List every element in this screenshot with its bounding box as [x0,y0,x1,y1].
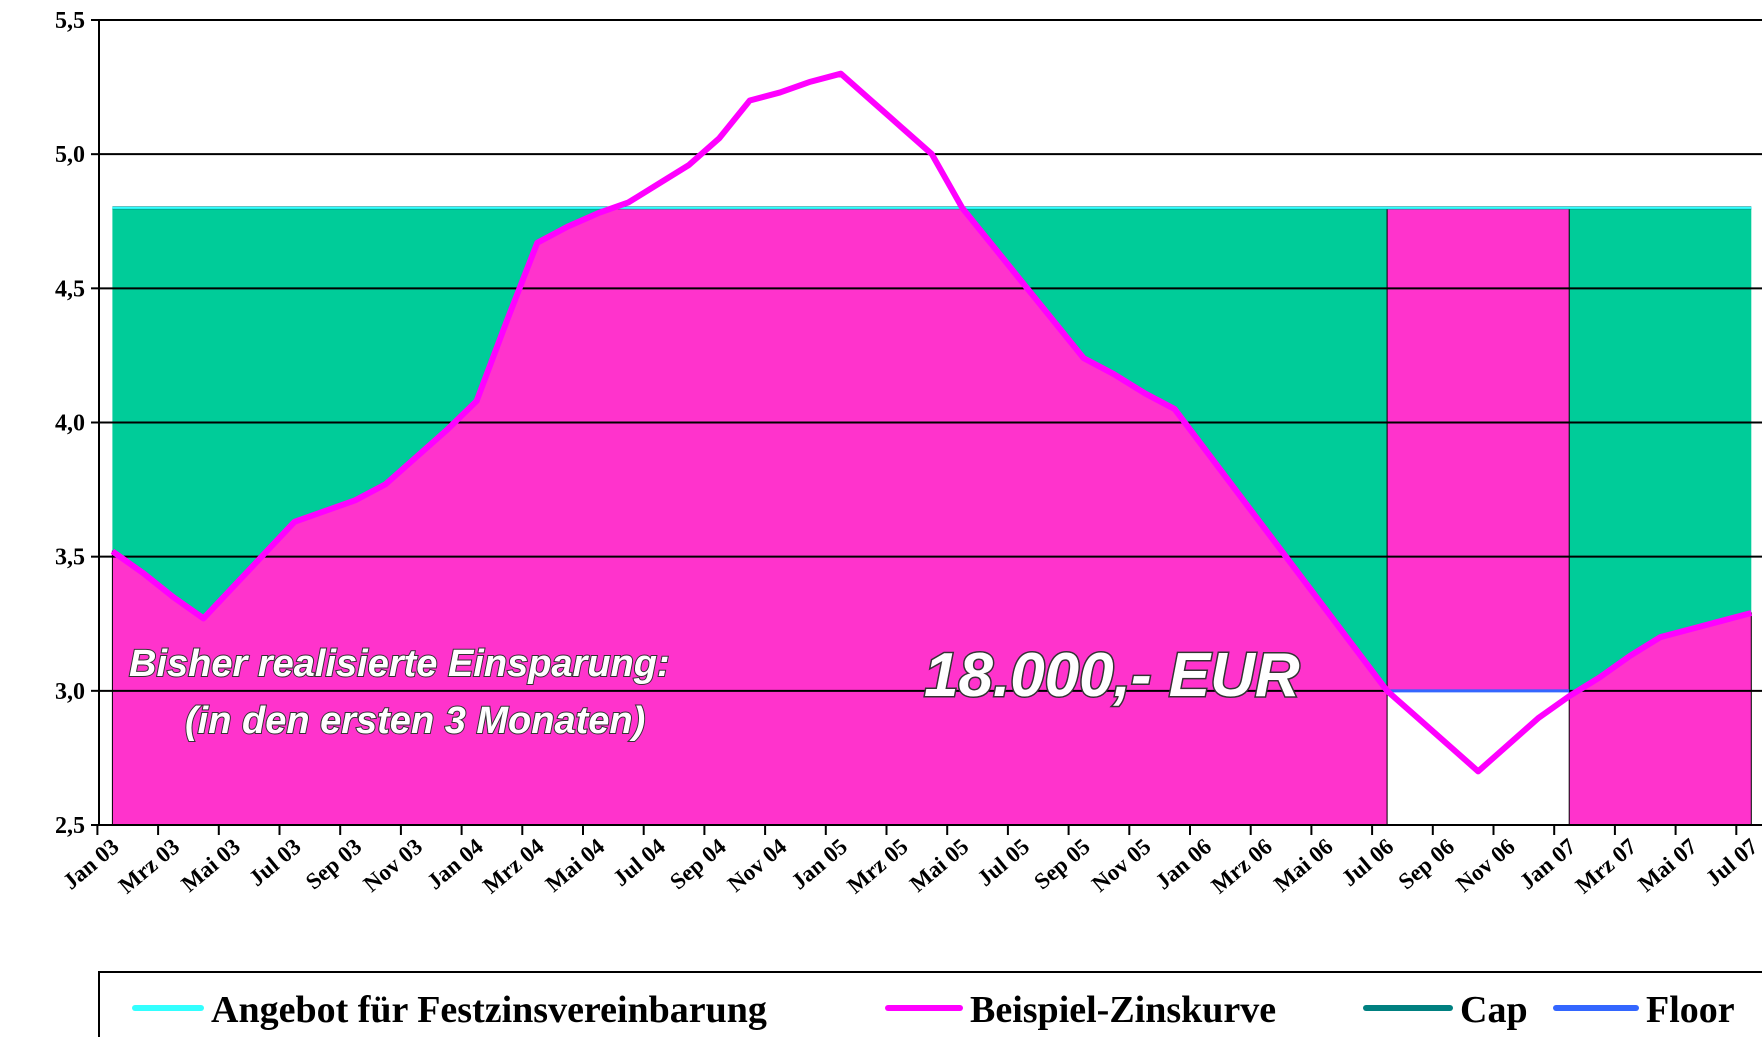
y-tick-label: 3,0 [55,679,85,705]
x-tick-label: Mai 05 [905,834,973,897]
legend-label: Cap [1460,989,1528,1031]
y-tick-label: 5,0 [55,142,85,168]
x-tick-label: Sep 04 [665,833,731,894]
x-tick-label: Jul 06 [1337,834,1399,891]
x-tick-label: Jul 07 [1701,834,1762,891]
x-tick-label: Mrz 03 [114,834,184,899]
x-tick-label: Mrz 04 [478,833,549,898]
x-tick-label: Nov 03 [359,834,427,897]
x-tick-label: Mrz 05 [842,834,912,899]
annotation: (in den ersten 3 Monaten) [185,700,645,742]
x-tick-label: Mrz 07 [1571,834,1641,899]
x-tick-label: Jul 03 [244,834,306,891]
x-tick-label: Jan 05 [786,834,852,895]
legend-label: Angebot für Festzinsvereinbarung [211,989,767,1031]
y-tick-label: 5,5 [55,8,85,34]
x-tick-label: Jan 04 [422,833,488,894]
x-tick-label: Sep 05 [1029,834,1095,895]
x-tick-label: Nov 05 [1087,834,1155,897]
x-tick-label: Jul 05 [973,834,1035,891]
x-tick-label: Nov 04 [723,833,792,896]
x-tick-label: Mai 06 [1269,834,1337,897]
x-tick-label: Jan 07 [1515,834,1581,895]
floor-gap [1386,690,1570,826]
legend-box [98,971,1762,1037]
x-tick-label: Mrz 06 [1207,834,1277,899]
y-tick-label: 2,5 [55,813,85,839]
x-tick-label: Jan 06 [1151,834,1217,895]
curve-line [110,70,1753,775]
legend-label: Beispiel-Zinskurve [970,989,1276,1031]
x-tick-label: Mai 04 [541,833,610,896]
y-tick-label: 3,5 [55,545,85,571]
x-tick-label: Jul 04 [608,833,670,891]
annotation: 18.000,- EUR [924,641,1300,710]
annotation: Bisher realisierte Einsparung: [129,643,670,685]
y-tick-label: 4,5 [55,276,85,302]
floor-savings [1386,207,1570,692]
legend-label: Floor [1646,989,1735,1031]
x-tick-label: Mai 03 [177,834,245,897]
x-tick-label: Sep 06 [1393,834,1459,895]
x-tick-label: Nov 06 [1451,834,1519,897]
x-tick-label: Sep 03 [301,834,367,895]
x-tick-label: Mai 07 [1633,834,1701,897]
legend: Angebot für Festzinsvereinbarung Beispiel… [132,989,1735,1031]
y-tick-label: 4,0 [55,411,85,437]
lines [110,70,1753,775]
x-tick-label: Jan 03 [58,834,124,895]
